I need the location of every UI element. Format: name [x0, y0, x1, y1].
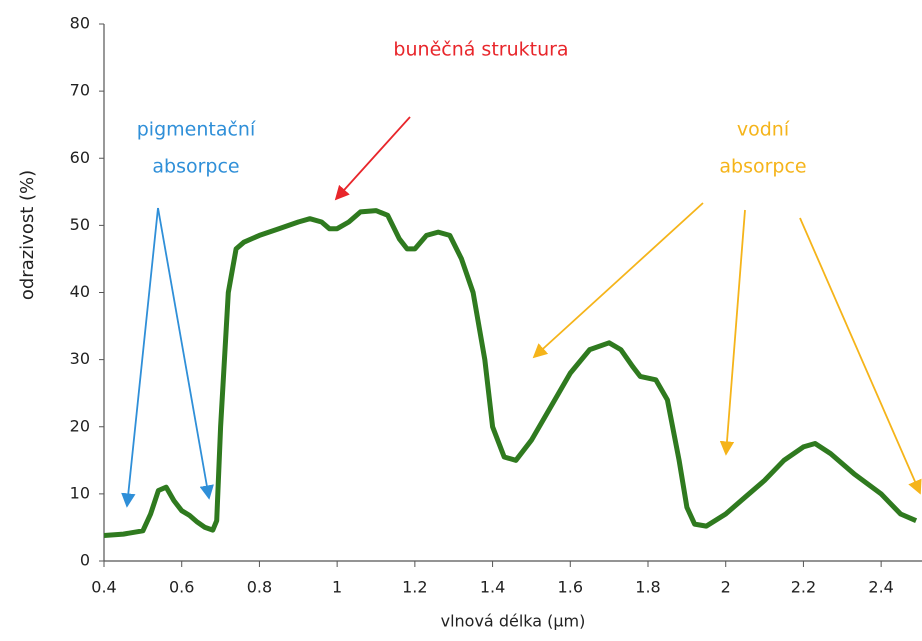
- y-axis-label: odrazivost (%): [17, 170, 38, 300]
- x-tick-label: 2: [721, 578, 731, 597]
- x-tick-label: 1.8: [635, 578, 660, 597]
- data-line: [103, 208, 918, 538]
- y-tick-label: 30: [70, 349, 90, 368]
- y-tick-label: 50: [70, 215, 90, 234]
- x-tick-label: 1.2: [402, 578, 427, 597]
- x-axis-label: vlnová délka (μm): [441, 612, 586, 631]
- x-tick-label: 2.4: [868, 578, 893, 597]
- y-tick-label: 0: [80, 551, 90, 570]
- x-tick-label: 2.2: [791, 578, 816, 597]
- x-tick-label: 1.6: [558, 578, 583, 597]
- x-tick-label: 0.6: [169, 578, 194, 597]
- annotation: absorpce: [719, 156, 806, 178]
- y-tick-label: 10: [70, 483, 90, 502]
- y-tick-label: 40: [70, 282, 90, 301]
- y-tick-label: 70: [70, 81, 90, 100]
- y-tick-label: 20: [70, 416, 90, 435]
- x-tick-label: 0.8: [247, 578, 272, 597]
- x-tick-label: 0.4: [91, 578, 116, 597]
- annotation: pigmentační: [137, 119, 256, 141]
- x-tick-label: 1: [332, 578, 342, 597]
- y-tick-label: 60: [70, 148, 90, 167]
- x-tick-label: 1.4: [480, 578, 505, 597]
- annotation: absorpce: [152, 156, 239, 178]
- y-tick-label: 80: [70, 14, 90, 33]
- annotation: buněčná struktura: [393, 39, 568, 61]
- annotation: vodní: [737, 119, 790, 141]
- arrows: [121, 116, 922, 508]
